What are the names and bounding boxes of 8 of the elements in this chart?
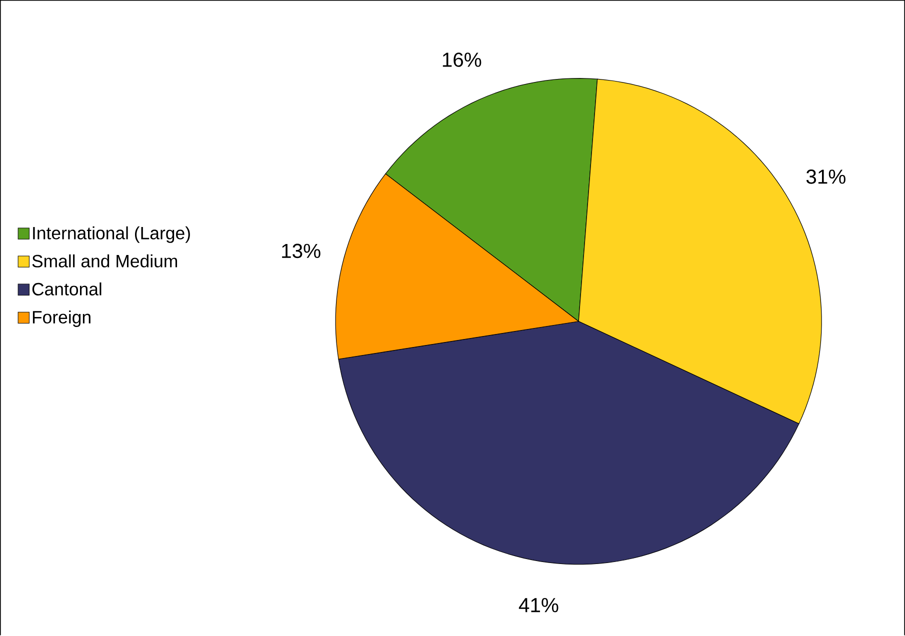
data-label: 31% [806,170,846,184]
data-label: 41% [518,598,558,612]
legend-label: Small and Medium [32,254,178,268]
legend-label: International (Large) [33,226,190,244]
legend-label: Cantonal [32,282,102,296]
legend-label: Foreign [32,310,90,328]
data-label: 16% [442,52,482,68]
data-label: 13% [282,244,320,258]
